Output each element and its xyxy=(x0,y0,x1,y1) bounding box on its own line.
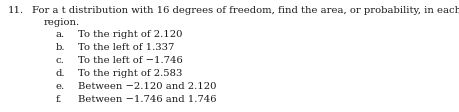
Text: e.: e. xyxy=(56,81,65,90)
Text: 11.: 11. xyxy=(8,6,24,15)
Text: Between −1.746 and 1.746: Between −1.746 and 1.746 xyxy=(78,94,217,103)
Text: To the right of 2.120: To the right of 2.120 xyxy=(78,30,183,39)
Text: For a t distribution with 16 degrees of freedom, find the area, or probability, : For a t distribution with 16 degrees of … xyxy=(32,6,459,15)
Text: To the right of 2.583: To the right of 2.583 xyxy=(78,68,182,77)
Text: d.: d. xyxy=(56,68,66,77)
Text: region.: region. xyxy=(44,18,80,27)
Text: To the left of −1.746: To the left of −1.746 xyxy=(78,56,183,64)
Text: b.: b. xyxy=(56,43,66,52)
Text: f.: f. xyxy=(56,94,62,103)
Text: To the left of 1.337: To the left of 1.337 xyxy=(78,43,174,52)
Text: a.: a. xyxy=(56,30,65,39)
Text: Between −2.120 and 2.120: Between −2.120 and 2.120 xyxy=(78,81,217,90)
Text: c.: c. xyxy=(56,56,65,64)
